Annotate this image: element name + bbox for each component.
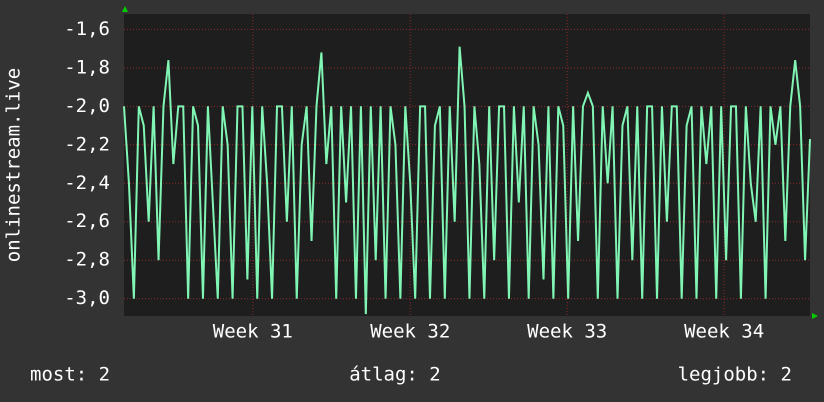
- y-tick-label: -2,6: [64, 210, 110, 232]
- y-tick-label: -2,0: [64, 95, 110, 117]
- data-line: [123, 46, 811, 315]
- axis-arrow: [812, 313, 818, 319]
- y-tick-label: -1,8: [64, 56, 110, 78]
- footer-stat: átlag: 2: [349, 364, 441, 386]
- x-tick-label: Week 34: [684, 321, 764, 343]
- y-tick-label: -3,0: [64, 287, 110, 309]
- y-axis-label: onlinestream.live: [3, 68, 25, 262]
- footer-stat: most: 2: [30, 364, 110, 386]
- y-tick-label: -2,4: [64, 172, 110, 194]
- footer-stat: legjobb: 2: [678, 364, 792, 386]
- y-tick-label: -2,2: [64, 133, 110, 155]
- x-tick-label: Week 32: [370, 321, 450, 343]
- y-tick-label: -2,8: [64, 249, 110, 271]
- axis-arrow: [122, 6, 128, 12]
- x-tick-label: Week 31: [213, 321, 293, 343]
- x-tick-label: Week 33: [527, 321, 607, 343]
- y-tick-label: -1,6: [64, 18, 110, 40]
